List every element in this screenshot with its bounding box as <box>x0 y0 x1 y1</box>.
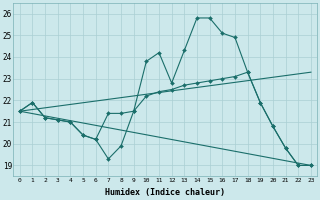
X-axis label: Humidex (Indice chaleur): Humidex (Indice chaleur) <box>105 188 225 197</box>
